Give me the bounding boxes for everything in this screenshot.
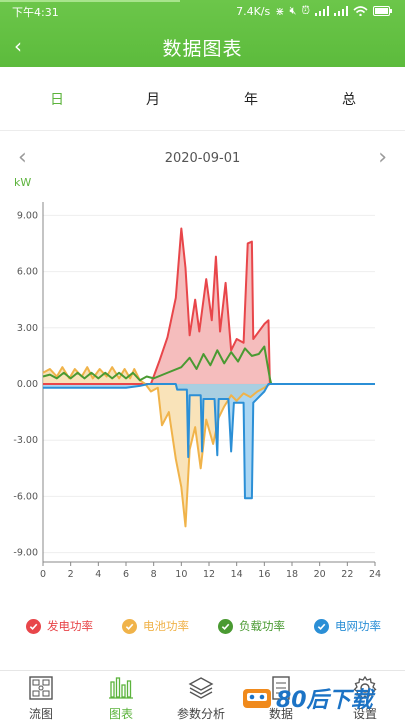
x-tick-label: 6	[123, 569, 129, 580]
battery-icon	[373, 6, 392, 16]
bluetooth-icon: ⋇	[275, 4, 285, 18]
x-tick-label: 2	[68, 569, 74, 580]
check-icon	[218, 618, 233, 634]
next-date-chevron-icon[interactable]: ›	[378, 145, 387, 170]
legend-item-generation[interactable]: 发电功率	[26, 618, 93, 634]
tab-total[interactable]: 总	[342, 92, 356, 108]
check-icon	[26, 618, 41, 634]
x-tick-label: 4	[95, 569, 101, 580]
x-tick-label: 0	[40, 569, 46, 580]
x-tick-label: 20	[314, 569, 326, 580]
tab-day[interactable]: 日	[50, 92, 64, 108]
x-tick-label: 24	[369, 569, 381, 580]
date-navigator: ‹ 2020-09-01 ›	[0, 146, 405, 172]
nav-flow[interactable]: 流图	[6, 676, 76, 720]
document-icon	[272, 676, 290, 700]
back-chevron-icon[interactable]: ‹	[14, 34, 22, 58]
mute-icon: 🔇︎	[289, 4, 297, 17]
previous-date-chevron-icon[interactable]: ‹	[18, 145, 27, 170]
power-chart: 9.006.003.000.00-3.00-6.00-9.000 2 4 6 8 10 12…	[13, 202, 381, 580]
alarm-icon: ⏰︎	[301, 4, 310, 17]
nav-label: 参数分析	[176, 707, 225, 720]
x-tick-label: 10	[175, 569, 187, 580]
legend-label: 电池功率	[143, 619, 189, 633]
bar-chart-icon	[109, 677, 133, 699]
series-area-generation	[43, 228, 270, 384]
x-tick-label: 14	[231, 569, 243, 580]
y-tick-label: 0.00	[17, 379, 38, 390]
legend-label: 电网功率	[335, 619, 381, 633]
series-line-battery	[42, 366, 375, 528]
series-line-load	[42, 345, 273, 385]
cassette-logo-icon	[243, 689, 271, 708]
series-line-generation	[43, 227, 271, 385]
x-tick-label: 16	[258, 569, 270, 580]
status-time: 下午4:31	[12, 6, 59, 19]
status-icons: 7.4K/s ⋇ 🔇︎ ⏰︎	[236, 4, 393, 18]
nav-data[interactable]: 数据	[246, 676, 316, 720]
nav-chart[interactable]: 图表	[86, 676, 156, 720]
legend-item-load[interactable]: 负载功率	[218, 618, 285, 634]
period-tabs: 日 月 年 总	[0, 67, 405, 131]
nav-analysis[interactable]: 参数分析	[166, 676, 236, 720]
page-title: 数据图表	[162, 38, 243, 60]
y-tick-label: -9.00	[13, 548, 38, 559]
y-tick-label: 3.00	[17, 323, 38, 334]
watermark-logo: 80后下载	[242, 676, 405, 720]
y-axis-unit: kW	[14, 176, 32, 189]
watermark-text: 80后下载	[276, 688, 373, 713]
bottom-navigation: 流图 图表 参数分析 数据 设置	[0, 670, 405, 720]
status-bar: 下午4:31 7.4K/s ⋇ 🔇︎ ⏰︎	[0, 4, 405, 22]
nav-label: 设置	[352, 707, 377, 720]
legend-label: 负载功率	[239, 619, 285, 633]
y-tick-label: -6.00	[13, 491, 38, 502]
x-tick-label: 12	[203, 569, 215, 580]
gear-icon	[353, 675, 377, 700]
current-date: 2020-09-01	[164, 151, 241, 166]
signal-icon	[315, 6, 329, 16]
tab-month[interactable]: 月	[146, 92, 160, 108]
nav-label: 流图	[28, 707, 53, 720]
signal-icon-2	[334, 6, 348, 16]
series-line-grid	[43, 383, 375, 500]
x-tick-label: 22	[341, 569, 353, 580]
legend-label: 发电功率	[47, 619, 93, 633]
check-icon	[122, 618, 137, 634]
layers-icon	[188, 677, 214, 699]
legend-item-battery[interactable]: 电池功率	[122, 618, 189, 634]
legend-item-grid[interactable]: 电网功率	[314, 618, 381, 634]
y-tick-label: 9.00	[17, 210, 38, 221]
app-header: 下午4:31 7.4K/s ⋇ 🔇︎ ⏰︎ ‹ 数据图表	[0, 0, 405, 67]
flow-diagram-icon	[29, 676, 53, 700]
wifi-icon	[353, 6, 368, 16]
check-icon	[314, 618, 329, 634]
x-tick-label: 18	[286, 569, 298, 580]
x-tick-label: 8	[151, 569, 157, 580]
nav-label: 数据	[268, 707, 293, 720]
load-progress-line	[0, 0, 180, 2]
nav-settings[interactable]: 设置	[330, 675, 400, 720]
y-tick-label: -3.00	[13, 435, 38, 446]
y-tick-label: 6.00	[17, 267, 38, 278]
chart-legend: 发电功率 电池功率 负载功率 电网功率	[0, 618, 405, 638]
tab-year[interactable]: 年	[244, 92, 258, 108]
network-speed: 7.4K/s	[236, 4, 271, 18]
nav-label: 图表	[108, 707, 133, 720]
